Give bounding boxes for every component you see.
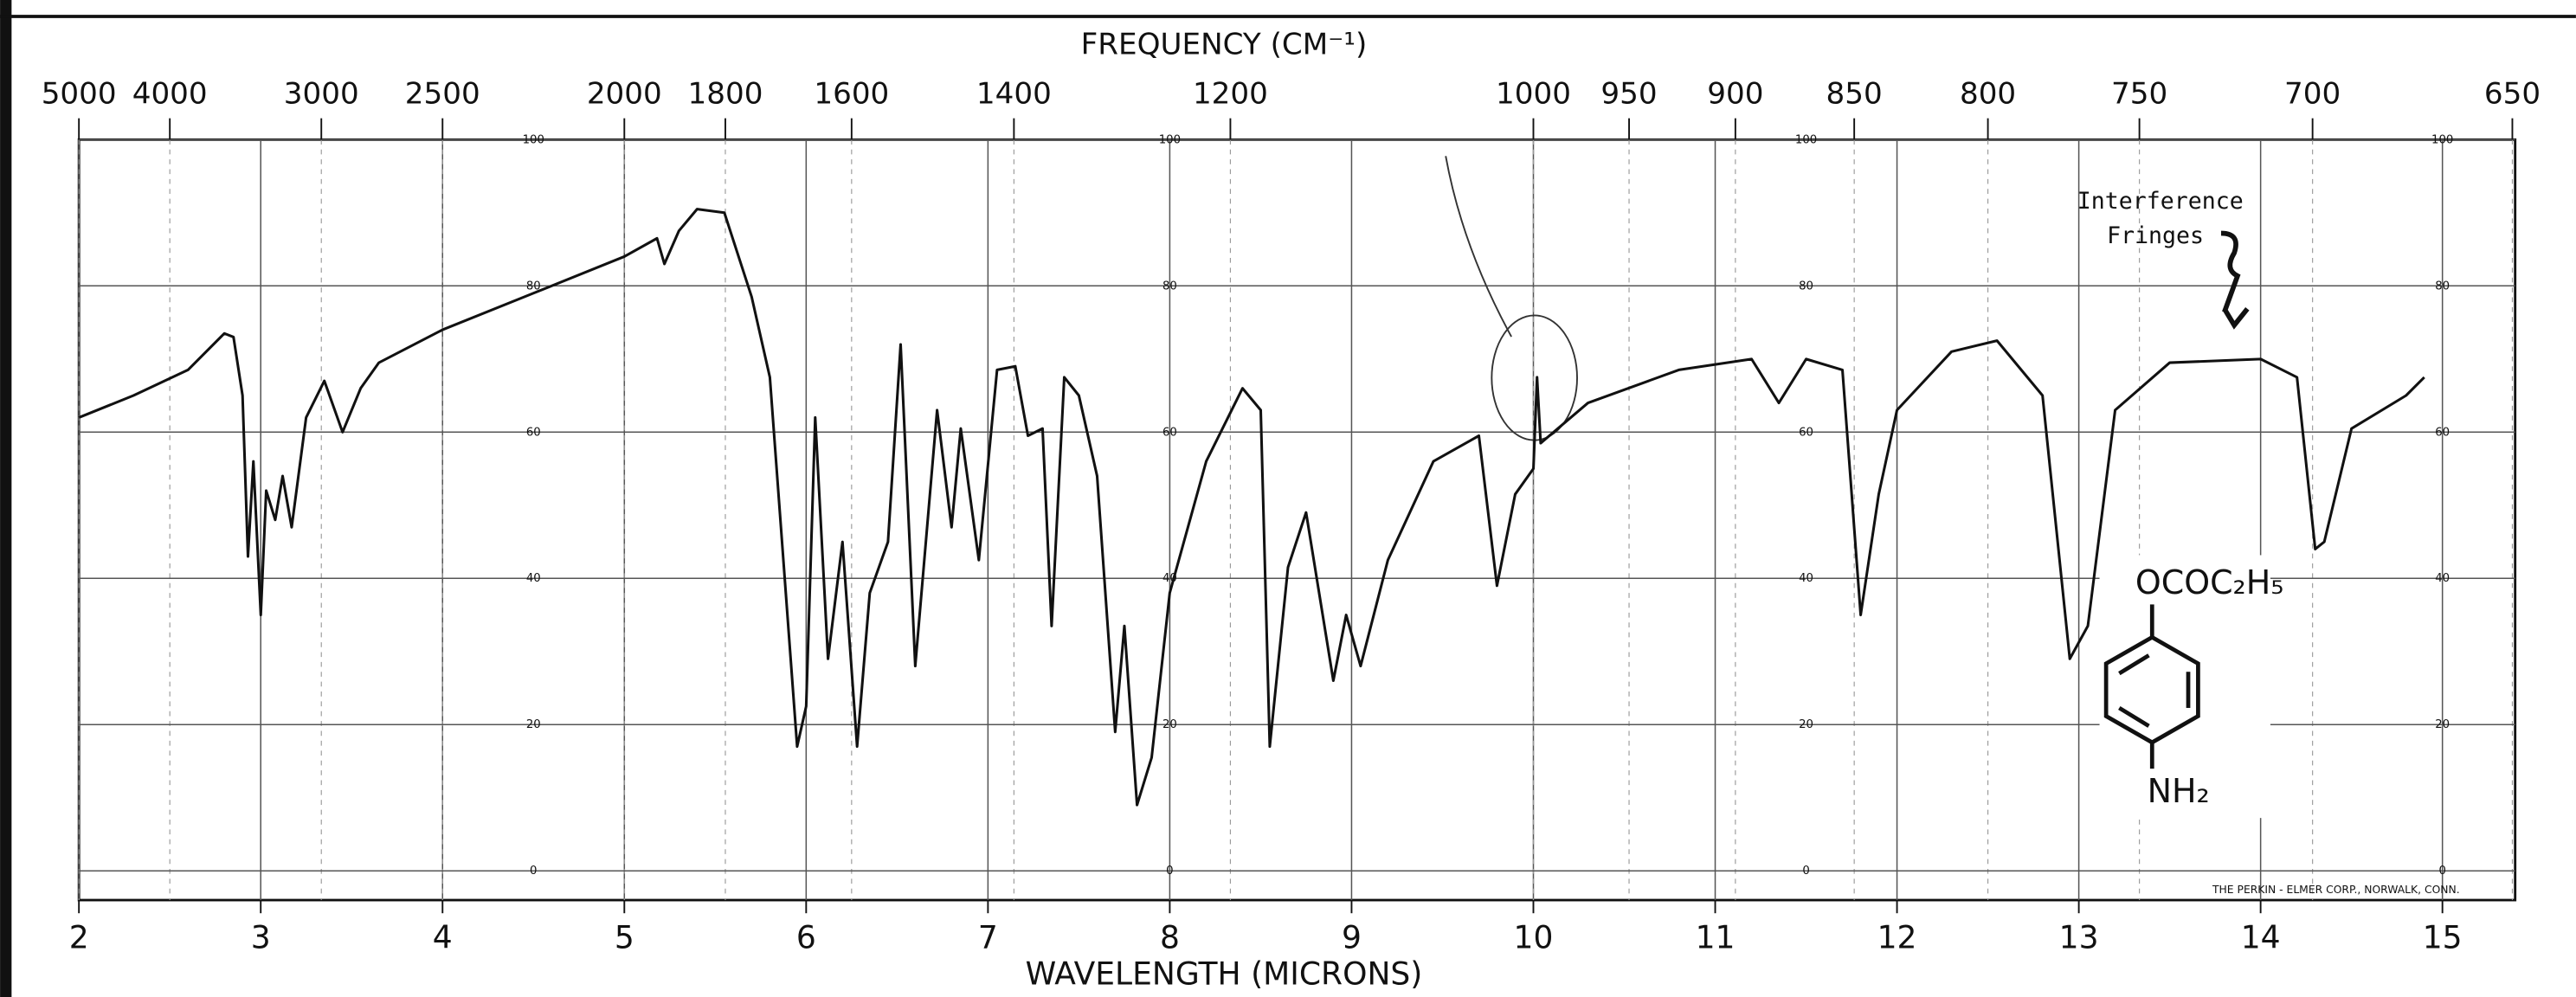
y-tick-label: 80 — [1162, 280, 1177, 293]
x2-tick-label: 2500 — [405, 77, 480, 112]
y-tick-label: 0 — [1802, 865, 1809, 878]
y-tick-label: 100 — [2431, 133, 2453, 146]
x2-tick-label: 2000 — [587, 77, 662, 112]
x-tick-label: 5 — [615, 920, 634, 956]
x2-tick-label: 700 — [2284, 77, 2341, 112]
structure-label: OCOC₂H₅ — [2135, 563, 2284, 601]
y-tick-label: 80 — [2435, 280, 2450, 293]
y-tick-label: 40 — [2435, 572, 2450, 585]
y-tick-label: 60 — [526, 426, 541, 439]
annotation-arrow — [2220, 230, 2250, 330]
x2-tick-label: 4000 — [132, 77, 208, 112]
annotation: Interference — [2077, 188, 2244, 215]
y-tick-label: 0 — [1166, 865, 1173, 878]
y-tick-label: 100 — [1795, 133, 1817, 146]
x2-tick-label: 850 — [1826, 77, 1883, 112]
x2-tick-label: 5000 — [42, 77, 117, 112]
x-tick-label: 12 — [1877, 920, 1917, 956]
x-tick-label: 7 — [978, 920, 998, 956]
annotation: Fringes — [2107, 222, 2204, 249]
x2-tick-label: 1800 — [688, 77, 763, 112]
x2-tick-label: 3000 — [284, 77, 359, 112]
y-tick-label: 40 — [1799, 572, 1813, 585]
x2-tick-label: 1600 — [814, 77, 889, 112]
x-tick-label: 6 — [796, 920, 816, 956]
y-tick-label: 40 — [526, 572, 541, 585]
x2-tick-label: 1000 — [1496, 77, 1571, 112]
x-tick-label: 9 — [1342, 920, 1362, 956]
x2-tick-label: 1200 — [1193, 77, 1268, 112]
y-tick-label: 0 — [2438, 865, 2445, 878]
x-tick-label: 3 — [251, 920, 271, 956]
x2-tick-label: 1400 — [976, 77, 1052, 112]
x2-tick-label: 800 — [1960, 77, 2016, 112]
x-tick-label: 2 — [69, 920, 89, 956]
scan-border — [0, 0, 12, 997]
y-tick-label: 20 — [2435, 718, 2450, 731]
y-tick-label: 60 — [2435, 426, 2450, 439]
x-tick-label: 13 — [2059, 920, 2099, 956]
x-tick-label: 4 — [433, 920, 453, 956]
y-tick-label: 80 — [526, 280, 541, 293]
y-tick-label: 20 — [1799, 718, 1813, 731]
x-tick-label: 11 — [1696, 920, 1736, 956]
y-tick-label: 100 — [1159, 133, 1181, 146]
y-tick-label: 80 — [1799, 280, 1813, 293]
handwritten-line — [1445, 156, 1512, 338]
x-axis-label: WAVELENGTH (MICRONS) — [1026, 955, 1423, 992]
x-tick-label: 10 — [1514, 920, 1554, 956]
y-tick-label: 60 — [1799, 426, 1813, 439]
x-tick-label: 8 — [1160, 920, 1180, 956]
y-tick-label: 0 — [530, 865, 537, 878]
y-tick-label: 100 — [523, 133, 544, 146]
x2-tick-label: 650 — [2484, 77, 2541, 112]
y-tick-label: 60 — [1162, 426, 1177, 439]
x2-axis-label: FREQUENCY (CM⁻¹) — [1081, 28, 1368, 62]
x-tick-label: 15 — [2423, 920, 2463, 956]
y-tick-label: 20 — [526, 718, 541, 731]
credit: THE PERKIN - ELMER CORP., NORWALK, CONN. — [2212, 884, 2460, 896]
x2-tick-label: 900 — [1707, 77, 1763, 112]
x2-tick-label: 950 — [1600, 77, 1657, 112]
structure-panel — [2099, 555, 2270, 819]
x2-tick-label: 750 — [2111, 77, 2167, 112]
x-tick-label: 14 — [2241, 920, 2281, 956]
spectrum-line — [78, 208, 2425, 807]
benzene-ring — [2103, 604, 2200, 769]
structure-label: NH₂ — [2148, 772, 2210, 810]
y-tick-label: 20 — [1162, 718, 1177, 731]
